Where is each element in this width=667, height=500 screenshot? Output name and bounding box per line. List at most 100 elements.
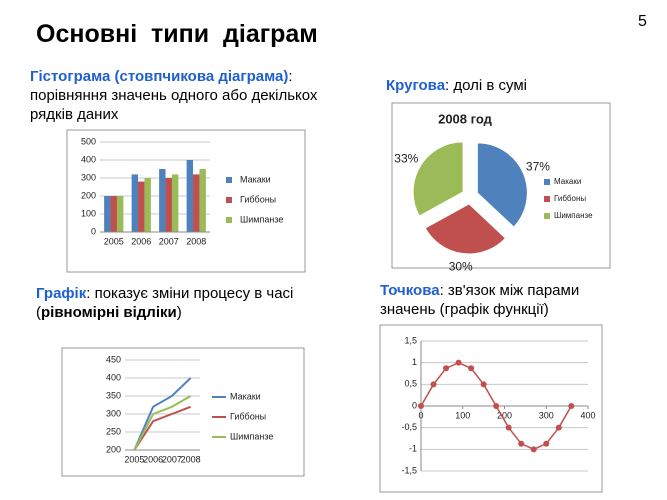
x-tick-label: 2007: [159, 236, 179, 246]
series-line: [133, 405, 191, 451]
point: [443, 365, 450, 372]
legend-swatch: [544, 179, 550, 185]
x-tick-label: 2008: [181, 454, 201, 464]
pie-label: 37%: [526, 160, 550, 174]
section-body: : зв'язок між парами значень (графік фун…: [380, 282, 580, 318]
legend-label: Шимпанзе: [230, 431, 273, 441]
x-tick-label: 200: [497, 410, 512, 420]
bar: [104, 196, 111, 232]
legend-label: Макаки: [230, 391, 261, 401]
pie-slice: [476, 142, 528, 228]
y-tick-label: -1,5: [401, 465, 417, 475]
y-tick-label: 0: [412, 400, 417, 410]
x-tick-label: 2008: [186, 236, 206, 246]
legend-label: Макаки: [240, 174, 271, 184]
pie-label: 33%: [394, 152, 418, 166]
section-heading: Кругова: [386, 77, 446, 94]
section-heading: Графік: [36, 285, 87, 302]
point: [493, 403, 500, 409]
point: [505, 424, 512, 431]
legend-swatch: [226, 217, 232, 223]
point: [530, 446, 537, 453]
pie-label: 30%: [449, 260, 473, 274]
y-tick-label: 0: [91, 226, 96, 236]
x-tick-label: 2006: [131, 236, 151, 246]
section-heading: Точкова: [380, 282, 440, 299]
y-tick-label: -0,5: [401, 422, 417, 432]
bar: [165, 178, 172, 232]
legend-swatch: [544, 213, 550, 219]
legend-swatch: [544, 196, 550, 202]
y-tick-label: 400: [81, 154, 96, 164]
series-line: [133, 377, 192, 451]
y-tick-label: 300: [106, 408, 121, 418]
x-tick-label: 2005: [104, 236, 124, 246]
section-text: Кругова: долі в сумі: [386, 76, 527, 95]
y-tick-label: 450: [106, 354, 121, 364]
point: [568, 403, 575, 409]
legend-label: Гиббоны: [554, 194, 586, 203]
bar: [131, 174, 139, 232]
point: [518, 440, 525, 447]
slide-title: Основні типи діаграм: [36, 20, 318, 48]
section-heading: Гістограма (стовпчикова діаграма): [30, 68, 289, 85]
legend-swatch: [226, 197, 232, 203]
y-tick-label: 250: [106, 426, 121, 436]
x-tick-label: 100: [455, 410, 470, 420]
section-text: Графік: показує зміни процесу в часі (рі…: [36, 284, 346, 322]
legend-label: Гиббоны: [240, 194, 276, 204]
y-tick-label: 1,5: [404, 335, 417, 345]
legend-label: Гиббоны: [230, 411, 266, 421]
series-line: [133, 395, 192, 451]
chart-frame: [379, 324, 603, 493]
point: [480, 381, 487, 388]
bar: [193, 174, 200, 232]
legend-swatch: [226, 177, 232, 183]
point: [543, 440, 550, 447]
section-body: : показує зміни процесу в часі (: [36, 285, 294, 321]
bar: [110, 196, 117, 232]
bar: [138, 181, 145, 232]
bar: [116, 196, 124, 232]
bar: [144, 178, 151, 232]
x-tick-label: 2006: [143, 454, 163, 464]
y-tick-label: -1: [409, 444, 417, 454]
y-tick-label: 0,5: [404, 379, 417, 389]
legend-label: Макаки: [554, 177, 581, 186]
x-tick-label: 2007: [162, 454, 182, 464]
pie-slice: [412, 141, 464, 217]
y-tick-label: 350: [106, 390, 121, 400]
y-tick-label: 300: [81, 172, 96, 182]
pie-slice: [424, 203, 507, 255]
legend-label: Шимпанзе: [554, 211, 593, 220]
legend-label: Шимпанзе: [240, 214, 283, 224]
point: [430, 381, 437, 388]
section-text: Точкова: зв'язок між парами значень (гра…: [380, 281, 630, 319]
y-tick-label: 400: [106, 372, 121, 382]
section-emphasis: рівномірні відліки: [41, 304, 177, 321]
x-tick-label: 300: [539, 410, 554, 420]
chart-frame: [61, 347, 305, 477]
section-text: Гістограма (стовпчикова діаграма): порів…: [30, 67, 360, 124]
y-tick-label: 500: [81, 136, 96, 146]
section-body: ): [176, 304, 182, 321]
point: [418, 403, 424, 409]
point: [555, 424, 562, 431]
bar: [186, 160, 194, 232]
section-body: : долі в сумі: [445, 77, 528, 94]
pie-title: 2008 год: [438, 111, 493, 126]
bar: [171, 174, 179, 232]
x-tick-label: 400: [580, 410, 595, 420]
section-body: : порівняння значень одного або декілько…: [30, 68, 318, 123]
y-tick-label: 200: [81, 190, 96, 200]
point: [468, 365, 475, 372]
y-tick-label: 100: [81, 208, 96, 218]
point: [455, 359, 462, 366]
page-number: 5: [638, 13, 647, 30]
y-tick-label: 200: [106, 444, 121, 454]
bar: [159, 169, 166, 232]
bar: [199, 169, 206, 232]
x-tick-label: 2005: [124, 454, 144, 464]
